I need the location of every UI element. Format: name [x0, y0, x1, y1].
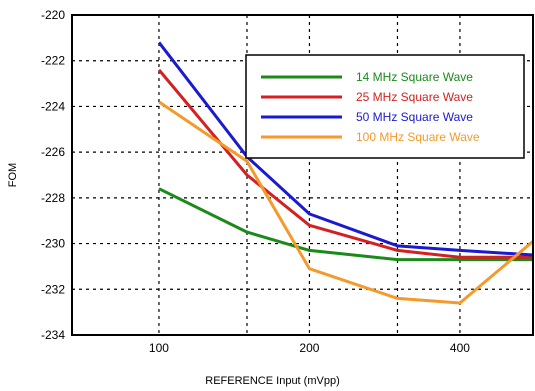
x-tick-label: 100 — [149, 341, 169, 355]
grid-lines — [72, 15, 533, 335]
y-tick-label: -230 — [41, 237, 65, 251]
x-tick-label: 400 — [450, 341, 470, 355]
legend-label: 100 MHz Square Wave — [356, 130, 480, 144]
y-tick-label: -228 — [41, 191, 65, 205]
series-line — [158, 100, 534, 305]
y-axis-title: FOM — [7, 163, 19, 187]
series-lines — [157, 41, 534, 305]
series-line — [157, 68, 533, 259]
y-tick-label: -232 — [41, 282, 65, 296]
legend-label: 25 MHz Square Wave — [356, 90, 473, 104]
y-tick-label: -226 — [41, 145, 65, 159]
y-tick-label: -224 — [41, 99, 65, 113]
x-axis-title: REFERENCE Input (mVpp) — [205, 375, 339, 387]
y-tick-label: -234 — [41, 328, 65, 342]
legend-label: 14 MHz Square Wave — [356, 70, 473, 84]
y-tick-label: -220 — [41, 8, 65, 22]
x-axis-tick-labels: 100 200 400 — [149, 341, 470, 355]
x-tick-label: 200 — [299, 341, 319, 355]
y-tick-label: -222 — [41, 54, 65, 68]
legend-box — [245, 54, 525, 159]
legend-label: 50 MHz Square Wave — [356, 110, 473, 124]
series-line — [158, 187, 533, 262]
y-axis-tick-labels: -234 -232 -230 -228 -226 -224 -222 -220 — [41, 8, 65, 342]
plot-area-frame — [71, 14, 534, 336]
series-line — [157, 41, 534, 257]
legend: 14 MHz Square Wave 25 MHz Square Wave 50 M… — [245, 54, 525, 159]
